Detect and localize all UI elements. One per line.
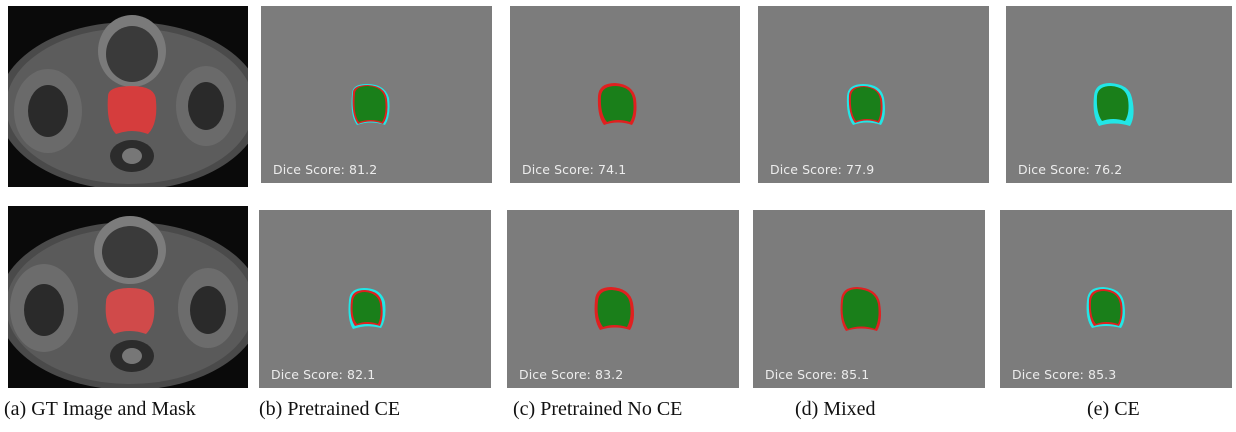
segmentation-overlay-icon <box>348 288 386 329</box>
seg-panel-c-row1: Dice Score: 74.1 <box>510 6 740 183</box>
mri-scan-icon <box>8 206 248 388</box>
dice-score-label: Dice Score: 83.2 <box>519 367 624 382</box>
seg-panel-b-row1: Dice Score: 81.2 <box>261 6 492 183</box>
gt-mask-overlay <box>107 86 157 134</box>
segmentation-overlay-icon <box>597 83 637 125</box>
dice-score-label: Dice Score: 77.9 <box>770 162 875 177</box>
gt-image-row2 <box>8 206 248 388</box>
dice-score-label: Dice Score: 81.2 <box>273 162 378 177</box>
caption-e: (e) CE <box>1087 398 1140 420</box>
gt-image-row1 <box>8 6 248 187</box>
segmentation-overlay-icon <box>1093 83 1134 126</box>
mri-scan-icon <box>8 6 248 187</box>
segmentation-overlay-icon <box>840 287 881 331</box>
seg-panel-e-row2: Dice Score: 85.3 <box>1000 210 1232 388</box>
dice-score-label: Dice Score: 82.1 <box>271 367 376 382</box>
seg-panel-d-row2: Dice Score: 85.1 <box>753 210 985 388</box>
seg-panel-e-row1: Dice Score: 76.2 <box>1006 6 1232 183</box>
seg-panel-c-row2: Dice Score: 83.2 <box>507 210 739 388</box>
seg-panel-d-row1: Dice Score: 77.9 <box>758 6 989 183</box>
dice-score-label: Dice Score: 85.3 <box>1012 367 1117 382</box>
caption-d: (d) Mixed <box>795 398 876 420</box>
seg-panel-b-row2: Dice Score: 82.1 <box>259 210 491 388</box>
segmentation-overlay-icon <box>594 287 634 330</box>
segmentation-overlay-icon <box>351 84 390 125</box>
dice-score-label: Dice Score: 76.2 <box>1018 162 1123 177</box>
caption-c: (c) Pretrained No CE <box>513 398 683 420</box>
segmentation-overlay-icon <box>846 84 885 125</box>
segmentation-overlay-icon <box>1086 287 1125 328</box>
dice-score-label: Dice Score: 74.1 <box>522 162 627 177</box>
caption-a: (a) GT Image and Mask <box>4 398 196 420</box>
gt-mask-overlay <box>105 288 155 334</box>
caption-b: (b) Pretrained CE <box>259 398 401 420</box>
dice-score-label: Dice Score: 85.1 <box>765 367 870 382</box>
